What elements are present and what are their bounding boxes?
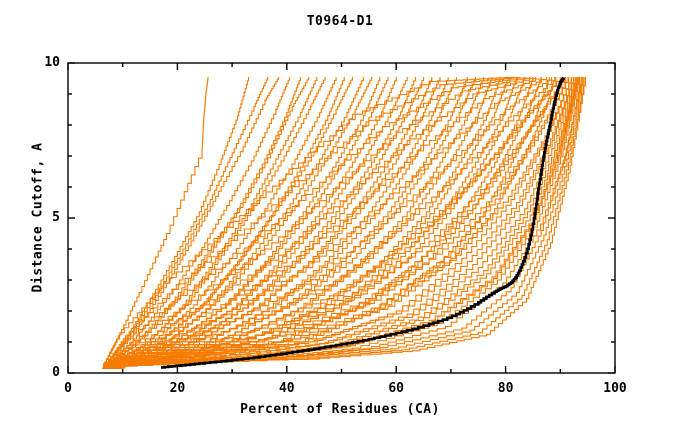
prediction-curve — [103, 76, 561, 366]
prediction-curve — [104, 76, 520, 366]
prediction-curve — [105, 76, 566, 366]
prediction-curve — [105, 76, 485, 368]
prediction-curve — [103, 76, 575, 368]
prediction-curve — [105, 76, 548, 366]
prediction-curve — [105, 76, 550, 368]
prediction-curve — [103, 76, 416, 369]
prediction-curve — [104, 76, 537, 366]
x-tick-label: 80 — [497, 381, 514, 396]
axes-frame — [67, 62, 616, 374]
prediction-curve — [103, 76, 577, 366]
reference-curve — [160, 76, 565, 369]
prediction-curve — [105, 76, 531, 366]
prediction-curve — [104, 76, 578, 366]
prediction-curve — [104, 76, 291, 369]
prediction-curve — [105, 76, 389, 369]
prediction-curve — [105, 76, 425, 368]
prediction-curve — [103, 76, 526, 366]
prediction-curve — [103, 76, 337, 369]
prediction-curve — [103, 76, 572, 366]
prediction-curve — [104, 76, 557, 366]
x-tick-label: 100 — [603, 381, 627, 396]
prediction-curve — [103, 76, 587, 365]
prediction-curve — [104, 76, 408, 369]
series-group — [101, 76, 587, 369]
prediction-curve — [103, 76, 515, 366]
prediction-curve — [103, 76, 250, 369]
chart-title: T0964-D1 — [306, 14, 374, 29]
prediction-curve — [103, 76, 584, 365]
prediction-curve — [104, 76, 561, 368]
x-tick-label: 60 — [388, 381, 405, 396]
prediction-curve — [103, 76, 457, 369]
prediction-curve — [103, 76, 553, 366]
prediction-curve — [104, 76, 586, 365]
y-tick-label: 0 — [52, 365, 60, 380]
x-axis-label: Percent of Residues (CA) — [240, 402, 440, 417]
prediction-curve — [102, 76, 280, 369]
prediction-curve — [105, 76, 583, 365]
prediction-curve — [104, 76, 569, 366]
prediction-curve — [105, 76, 345, 368]
prediction-curve — [103, 76, 493, 369]
x-tick-label: 0 — [64, 381, 72, 396]
prediction-curve — [103, 76, 269, 369]
prediction-curve — [103, 76, 526, 369]
prediction-curve — [104, 76, 373, 369]
prediction-curve — [103, 76, 570, 368]
prediction-curve — [103, 76, 542, 366]
y-tick-label: 5 — [52, 210, 60, 225]
prediction-curve — [105, 76, 578, 368]
x-tick-label: 20 — [169, 381, 186, 396]
prediction-curve — [103, 76, 556, 369]
prediction-curve — [104, 76, 441, 369]
y-tick-label: 10 — [44, 55, 60, 70]
x-tick-label: 40 — [278, 381, 295, 396]
